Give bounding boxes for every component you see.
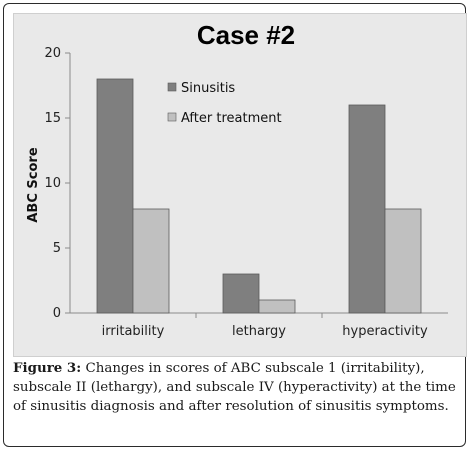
legend: Sinusitis After treatment — [167, 81, 282, 126]
legend-swatch — [167, 112, 177, 122]
y-tick-label: 10 — [44, 176, 61, 191]
y-axis-label: ABC Score — [26, 147, 41, 222]
bar-hyperactivity-after-treatment — [384, 208, 422, 314]
bar-lethargy-sinusitis — [222, 273, 260, 314]
y-tick-label: 0 — [53, 306, 61, 321]
legend-label: After treatment — [181, 111, 282, 126]
y-tick-label: 5 — [53, 241, 61, 256]
bar-lethargy-after-treatment — [258, 299, 296, 314]
bar-irritability-sinusitis — [96, 78, 134, 314]
chart-title: Case #2 — [197, 20, 295, 50]
y-tick-label: 20 — [44, 46, 61, 61]
bar-irritability-after-treatment — [132, 208, 170, 314]
bars — [96, 78, 422, 314]
legend-swatch — [167, 82, 177, 92]
x-tick-label: lethargy — [232, 324, 286, 339]
x-tick-label: hyperactivity — [342, 324, 428, 339]
figure-caption: Figure 3: Changes in scores of ABC subsc… — [13, 359, 459, 416]
bar-hyperactivity-sinusitis — [348, 104, 386, 314]
axes: 0 5 10 15 20 irritability lethargy hyperactivit… — [44, 46, 448, 339]
y-tick-label: 15 — [44, 111, 61, 126]
figure-caption-label: Figure 3: — [13, 360, 82, 376]
x-tick-label: irritability — [102, 324, 165, 339]
figure-caption-text: Changes in scores of ABC subscale 1 (irr… — [13, 361, 456, 414]
legend-label: Sinusitis — [181, 81, 235, 96]
